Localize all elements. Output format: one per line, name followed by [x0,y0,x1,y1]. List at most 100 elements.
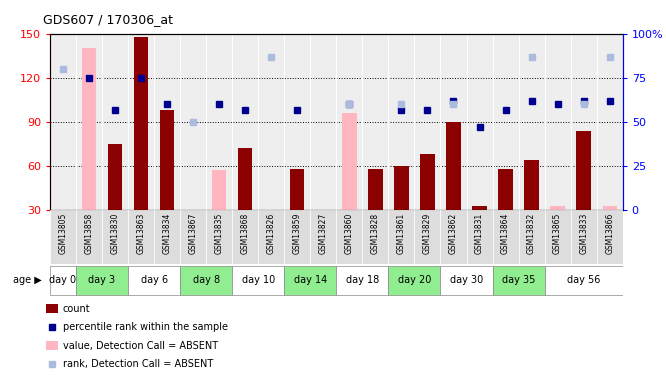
Bar [446,122,461,210]
Text: GSM13805: GSM13805 [59,213,67,254]
Text: GSM13832: GSM13832 [527,213,536,254]
Text: GSM13859: GSM13859 [293,213,302,254]
Bar [82,48,96,210]
Bar [336,266,388,295]
Bar [206,210,232,264]
Bar [154,210,180,264]
Bar [571,210,597,264]
Text: day 18: day 18 [346,275,379,285]
Bar [603,206,617,210]
Bar [154,34,180,210]
Text: GSM13835: GSM13835 [214,213,224,254]
Text: GSM13868: GSM13868 [240,213,250,254]
Text: GSM13833: GSM13833 [579,213,588,254]
Bar [342,113,356,210]
Text: GDS607 / 170306_at: GDS607 / 170306_at [43,13,173,26]
Bar [50,34,76,210]
Bar [524,160,539,210]
Bar [545,266,623,295]
Bar [50,266,76,295]
Bar [232,34,258,210]
Text: age ▶: age ▶ [13,275,42,285]
Bar [420,154,435,210]
Bar [368,169,382,210]
Text: GSM13828: GSM13828 [371,213,380,254]
Bar [597,210,623,264]
Bar [388,210,414,264]
Bar [206,34,232,210]
Text: value, Detection Call = ABSENT: value, Detection Call = ABSENT [63,340,218,351]
Bar [232,266,284,295]
Bar [284,266,336,295]
Bar [76,34,102,210]
Bar [440,34,466,210]
Bar [128,34,154,210]
Text: count: count [63,303,91,313]
Bar [545,210,571,264]
Text: GSM13866: GSM13866 [605,213,614,254]
Bar [336,34,362,210]
Text: GSM13867: GSM13867 [188,213,198,254]
Bar [45,341,58,350]
Text: GSM13826: GSM13826 [267,213,276,254]
Bar [180,266,232,295]
Bar [466,210,493,264]
Text: GSM13861: GSM13861 [397,213,406,254]
Bar [45,304,58,313]
Text: day 0: day 0 [49,275,77,285]
Text: GSM13865: GSM13865 [553,213,562,254]
Text: GSM13829: GSM13829 [423,213,432,254]
Bar [336,210,362,264]
Bar [102,34,128,210]
Bar [76,210,102,264]
Bar [102,210,128,264]
Text: percentile rank within the sample: percentile rank within the sample [63,322,228,332]
Bar [414,210,440,264]
Bar [545,34,571,210]
Text: day 3: day 3 [89,275,116,285]
Text: day 6: day 6 [141,275,168,285]
Text: day 56: day 56 [567,275,600,285]
Bar [180,34,206,210]
Text: day 14: day 14 [294,275,327,285]
Bar [498,169,513,210]
Bar [466,34,493,210]
Text: day 20: day 20 [398,275,431,285]
Bar [258,210,284,264]
Bar [284,34,310,210]
Bar [362,34,388,210]
Text: day 35: day 35 [502,275,535,285]
Bar [160,110,174,210]
Bar [394,166,408,210]
Text: GSM13862: GSM13862 [449,213,458,254]
Text: GSM13830: GSM13830 [111,213,119,254]
Bar [577,131,591,210]
Bar [493,210,519,264]
Bar [76,266,128,295]
Bar [284,210,310,264]
Text: day 10: day 10 [242,275,275,285]
Bar [388,266,440,295]
Bar [238,148,252,210]
Bar [493,266,545,295]
Text: rank, Detection Call = ABSENT: rank, Detection Call = ABSENT [63,359,213,369]
Bar [128,266,180,295]
Bar [310,210,336,264]
Bar [440,266,493,295]
Text: GSM13863: GSM13863 [137,213,146,254]
Bar [310,34,336,210]
Bar [388,34,414,210]
Bar [551,206,565,210]
Bar [493,34,519,210]
Bar [440,210,466,264]
Bar [108,144,122,210]
Bar [290,169,304,210]
Bar [180,210,206,264]
Bar [212,170,226,210]
Bar [414,34,440,210]
Text: GSM13864: GSM13864 [501,213,510,254]
Bar [519,34,545,210]
Bar [232,210,258,264]
Text: GSM13860: GSM13860 [345,213,354,254]
Bar [597,34,623,210]
